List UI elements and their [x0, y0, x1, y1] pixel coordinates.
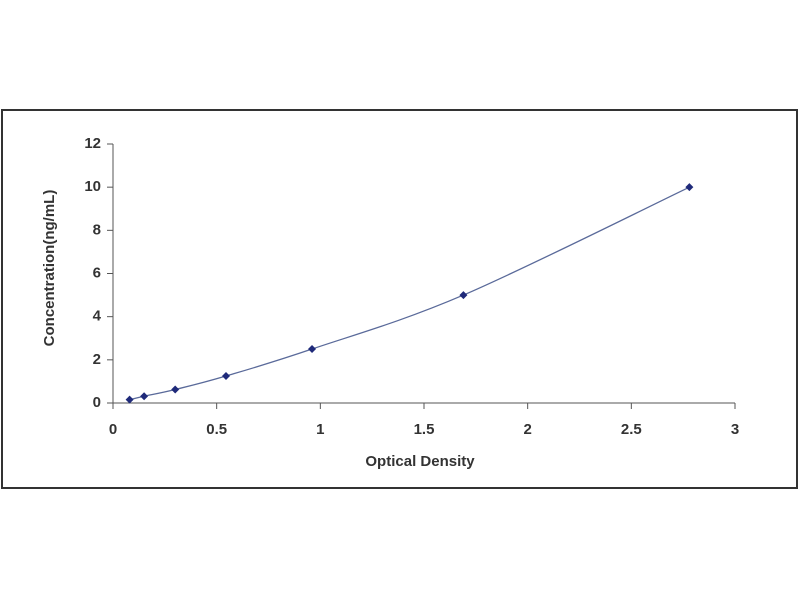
data-point: [125, 395, 134, 404]
data-point: [140, 392, 149, 401]
y-tick-label: 10: [84, 178, 101, 195]
data-point: [171, 385, 180, 394]
data-point: [221, 372, 230, 381]
data-point: [685, 183, 694, 192]
x-tick-label: 1: [316, 421, 324, 438]
y-axis-label: Concentration(ng/mL): [41, 190, 58, 347]
y-tick-label: 8: [93, 221, 101, 238]
x-axis-label: Optical Density: [365, 453, 475, 470]
y-tick-label: 12: [84, 135, 101, 152]
data-point: [459, 291, 468, 300]
y-tick-label: 4: [93, 308, 102, 325]
data-point: [308, 345, 317, 354]
x-tick-label: 2.5: [621, 421, 642, 438]
x-tick-label: 0: [109, 421, 117, 438]
y-tick-label: 2: [93, 351, 101, 368]
x-tick-label: 1.5: [414, 421, 435, 438]
x-tick-label: 2: [523, 421, 531, 438]
y-tick-label: 0: [93, 394, 101, 411]
chart-frame: [1, 109, 798, 489]
x-tick-label: 3: [731, 421, 739, 438]
x-tick-label: 0.5: [206, 421, 227, 438]
fit-curve: [129, 186, 690, 401]
y-tick-label: 6: [93, 264, 101, 281]
